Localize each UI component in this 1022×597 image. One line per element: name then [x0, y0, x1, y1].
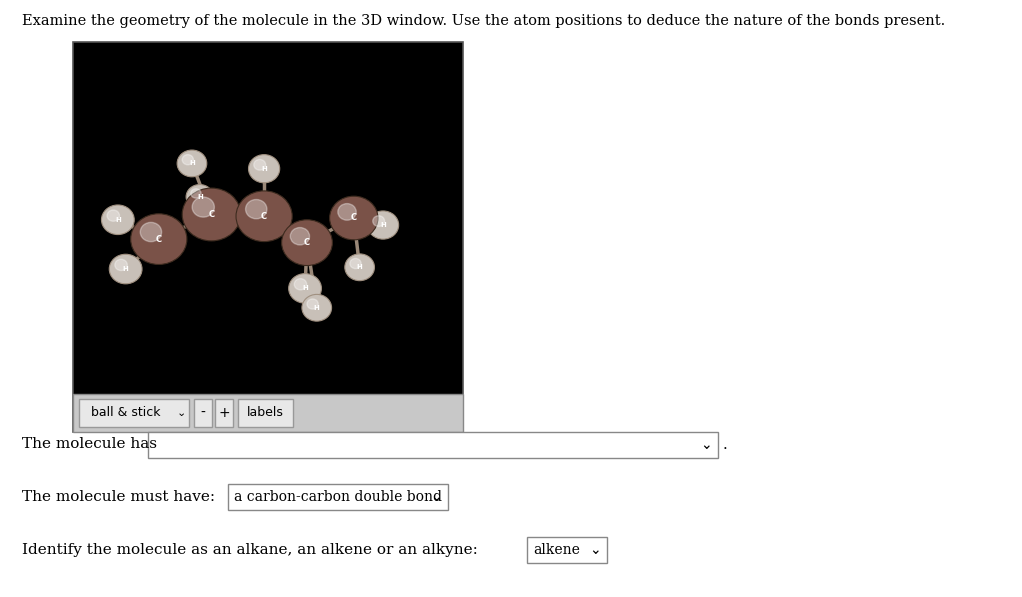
- Text: H: H: [314, 304, 320, 311]
- Text: H: H: [262, 166, 267, 172]
- Text: C: C: [304, 238, 310, 247]
- Text: The molecule must have:: The molecule must have:: [22, 490, 215, 504]
- Text: C: C: [351, 214, 357, 223]
- Text: C: C: [208, 210, 215, 219]
- Text: .: .: [723, 438, 728, 452]
- Circle shape: [245, 199, 267, 219]
- Text: ⌄: ⌄: [700, 438, 711, 452]
- Text: H: H: [114, 217, 121, 223]
- Text: alkene: alkene: [533, 543, 579, 557]
- Text: a carbon-carbon double bond: a carbon-carbon double bond: [234, 490, 442, 504]
- Text: ⌄: ⌄: [590, 543, 601, 557]
- Text: H: H: [123, 266, 129, 272]
- Text: ⌄: ⌄: [430, 490, 442, 504]
- Text: C: C: [261, 212, 267, 221]
- FancyBboxPatch shape: [79, 399, 189, 427]
- Circle shape: [350, 259, 361, 269]
- Circle shape: [191, 189, 201, 198]
- Text: ball & stick: ball & stick: [91, 407, 160, 420]
- Circle shape: [253, 159, 266, 170]
- Circle shape: [248, 155, 280, 183]
- Circle shape: [109, 254, 142, 284]
- FancyBboxPatch shape: [194, 399, 212, 427]
- Circle shape: [186, 184, 214, 209]
- Circle shape: [373, 216, 384, 226]
- Bar: [73, 42, 463, 432]
- FancyBboxPatch shape: [238, 399, 293, 427]
- Text: Identify the molecule as an alkane, an alkene or an alkyne:: Identify the molecule as an alkane, an a…: [22, 543, 478, 557]
- Circle shape: [344, 254, 374, 281]
- Text: H: H: [189, 161, 195, 167]
- FancyBboxPatch shape: [215, 399, 233, 427]
- Circle shape: [368, 211, 399, 239]
- Circle shape: [307, 299, 318, 309]
- Text: -: -: [200, 406, 205, 420]
- Text: C: C: [155, 235, 161, 244]
- Text: +: +: [218, 406, 230, 420]
- Circle shape: [182, 188, 241, 241]
- Circle shape: [101, 205, 134, 235]
- Text: The molecule has: The molecule has: [22, 437, 157, 451]
- Text: H: H: [197, 194, 202, 200]
- Circle shape: [140, 223, 161, 242]
- Circle shape: [177, 150, 206, 177]
- Circle shape: [290, 227, 310, 245]
- Text: H: H: [303, 285, 308, 291]
- Text: labels: labels: [247, 407, 284, 420]
- Text: H: H: [380, 222, 386, 228]
- Circle shape: [182, 155, 193, 165]
- Circle shape: [301, 294, 331, 321]
- Circle shape: [114, 259, 128, 270]
- Bar: [148, 432, 718, 458]
- Bar: [228, 484, 448, 510]
- Circle shape: [338, 204, 357, 220]
- Circle shape: [131, 214, 187, 264]
- Circle shape: [282, 220, 332, 266]
- Circle shape: [107, 210, 120, 221]
- Text: Examine the geometry of the molecule in the 3D window. Use the atom positions to: Examine the geometry of the molecule in …: [22, 14, 945, 28]
- Circle shape: [236, 191, 292, 242]
- Circle shape: [288, 273, 322, 303]
- Circle shape: [294, 279, 307, 290]
- Bar: [73, 394, 463, 432]
- Bar: [527, 537, 607, 563]
- Circle shape: [330, 196, 378, 240]
- Text: ⌄: ⌄: [177, 408, 186, 418]
- Text: H: H: [357, 264, 363, 270]
- Circle shape: [192, 197, 215, 217]
